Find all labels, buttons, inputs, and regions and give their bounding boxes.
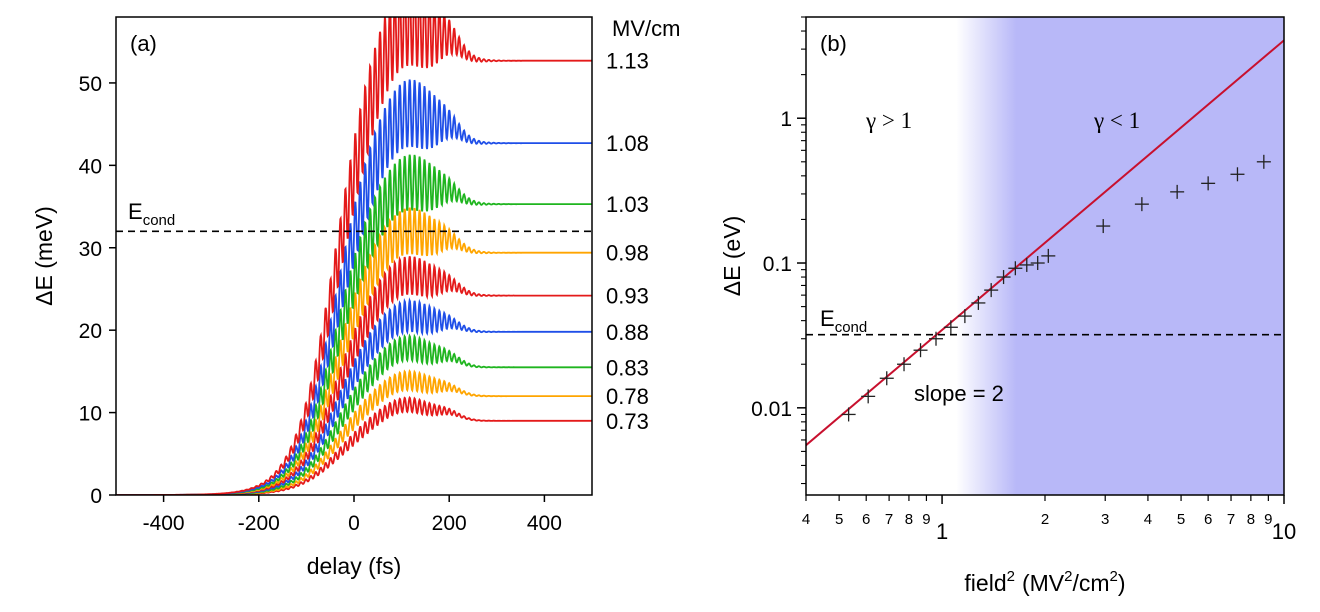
panel-b-y-tick-label: 0.1 xyxy=(763,253,792,276)
panel-a-x-axis: -400 -200 0 200 400 xyxy=(143,495,562,535)
panel-b-region-left-label: γ > 1 xyxy=(865,108,912,133)
panel-a-y-axis: 0 10 20 30 40 50 xyxy=(79,73,116,508)
panel-b-x-label: field2 (MV2/cm2) xyxy=(964,568,1125,596)
panel-a-label: (a) xyxy=(130,31,157,56)
data-point xyxy=(1041,248,1056,263)
series-line-0.73 xyxy=(116,395,592,495)
data-point xyxy=(897,357,912,372)
panel-a-legend: 0.730.78 0.83 0.88 0.93 0.98 1.03 1.08 1.13 xyxy=(606,49,649,434)
panel-a: -400 -200 0 200 400 0 10 20 30 40 50 0.730.78 0.83… xyxy=(31,16,680,579)
panel-a-y-tick-label: 40 xyxy=(79,155,102,178)
data-point xyxy=(984,283,999,298)
data-point xyxy=(1170,184,1185,199)
panel-b-x-label-unit-end: ) xyxy=(1118,570,1126,596)
panel-b-threshold-label: Econd xyxy=(820,306,867,336)
panel-b-x-label-main: field xyxy=(964,570,1006,596)
panel-b-y-label: ΔE (eV) xyxy=(719,216,745,297)
panel-b-x-label-unit: (MV xyxy=(1022,570,1065,596)
legend-label-1.03: 1.03 xyxy=(606,192,649,217)
legend-label-1.08: 1.08 xyxy=(606,131,649,156)
panel-b-shaded-region xyxy=(956,17,1284,495)
panel-b-x-label-unit-sup: 2 xyxy=(1064,568,1072,585)
legend-label-1.13: 1.13 xyxy=(606,49,649,74)
legend-label-0.93: 0.93 xyxy=(606,284,649,309)
panel-a-y-label: ΔE (meV) xyxy=(31,206,57,306)
data-point xyxy=(1201,176,1216,191)
panel-b-x-minor-tick-label: 9 xyxy=(1264,511,1272,528)
panel-a-x-tick-label: 0 xyxy=(348,512,360,535)
panel-a-y-tick-label: 0 xyxy=(90,485,102,508)
series-line-0.78 xyxy=(116,369,592,495)
panel-a-y-tick-label: 10 xyxy=(79,403,102,426)
panel-a-x-tick-label: -200 xyxy=(238,512,280,535)
panel-b-x-minor-tick-label: 7 xyxy=(885,511,893,528)
panel-a-x-tick-label: -400 xyxy=(143,512,185,535)
panel-b-y-tick-label: 1 xyxy=(780,108,792,131)
data-point xyxy=(957,309,972,324)
panel-b-x-minor-tick-label: 4 xyxy=(802,511,810,528)
data-point xyxy=(861,389,876,404)
panel-b-x-label-sup: 2 xyxy=(1007,568,1015,585)
panel-a-y-tick-label: 20 xyxy=(79,320,102,343)
panel-a-x-tick-label: 200 xyxy=(432,512,467,535)
panel-b-x-minor-tick-label: 4 xyxy=(1144,511,1152,528)
panel-a-y-tick-label: 50 xyxy=(79,73,102,96)
data-point xyxy=(879,371,894,386)
panel-b-slope-label: slope = 2 xyxy=(914,381,1004,406)
data-point xyxy=(1019,257,1034,272)
data-point xyxy=(1030,256,1045,271)
panel-b-data-points xyxy=(841,154,1271,422)
panel-b-x-minor-tick-label: 5 xyxy=(1177,511,1185,528)
panel-b-threshold-label-main: E xyxy=(820,306,835,331)
panel-b-x-major-tick-label: 1 xyxy=(936,519,948,544)
panel-b-x-major-tick-label: 10 xyxy=(1272,519,1296,544)
data-point xyxy=(1256,154,1271,169)
panel-b-x-minor-tick-label: 7 xyxy=(1227,511,1235,528)
panel-b-x-minor-tick-label: 6 xyxy=(862,511,870,528)
data-point xyxy=(943,320,958,335)
data-point xyxy=(913,343,928,358)
panel-b-threshold-label-sub: cond xyxy=(835,319,868,336)
data-point xyxy=(841,407,856,422)
panel-a-x-label: delay (fs) xyxy=(307,553,402,579)
legend-label-0.98: 0.98 xyxy=(606,241,649,266)
panel-b-x-minor-tick-label: 9 xyxy=(922,511,930,528)
data-point xyxy=(996,270,1011,285)
panel-b-plot-area xyxy=(806,17,1284,495)
panel-a-curves xyxy=(116,17,592,495)
panel-b: 1 104 5 6 7 8 9 2 3 4 5 6 7 8 9 0.010.11 (b) γ > 1 γ <… xyxy=(719,16,1296,596)
panel-b-label: (b) xyxy=(820,31,847,56)
panel-b-region-right-label: γ < 1 xyxy=(1093,108,1140,133)
panel-a-y-tick-label: 30 xyxy=(79,238,102,261)
panel-a-legend-header: MV/cm xyxy=(612,16,680,41)
panel-b-x-minor-tick-label: 2 xyxy=(1041,511,1049,528)
panel-b-x-axis: 1 104 5 6 7 8 9 2 3 4 5 6 7 8 9 xyxy=(802,495,1296,544)
panel-a-threshold-label: Econd xyxy=(128,199,175,229)
panel-b-x-minor-tick-label: 5 xyxy=(835,511,843,528)
panel-b-x-minor-tick-label: 3 xyxy=(1101,511,1109,528)
panel-a-threshold-label-main: E xyxy=(128,199,143,224)
data-point xyxy=(1134,197,1149,212)
panel-b-x-label-unit-mid: /cm xyxy=(1072,570,1109,596)
data-point xyxy=(1008,261,1023,276)
panel-b-y-axis: 0.01 0.1 1 xyxy=(751,16,806,485)
panel-a-x-tick-label: 400 xyxy=(527,512,562,535)
data-point xyxy=(929,331,944,346)
legend-label-0.83: 0.83 xyxy=(606,355,649,380)
panel-b-x-minor-tick-label: 8 xyxy=(905,511,913,528)
data-point xyxy=(1096,219,1111,234)
legend-label-0.88: 0.88 xyxy=(606,320,649,345)
panel-b-x-minor-tick-label: 6 xyxy=(1204,511,1212,528)
panel-b-x-minor-tick-label: 8 xyxy=(1247,511,1255,528)
panel-b-y-tick-label: 0.01 xyxy=(751,398,792,421)
panel-a-threshold-label-sub: cond xyxy=(143,212,176,229)
data-point xyxy=(971,295,986,310)
legend-label-0.73: 0.73 xyxy=(606,409,649,434)
legend-label-0.78: 0.78 xyxy=(606,384,649,409)
data-point xyxy=(1230,167,1245,182)
panel-b-x-label-unit-sup2: 2 xyxy=(1110,568,1118,585)
